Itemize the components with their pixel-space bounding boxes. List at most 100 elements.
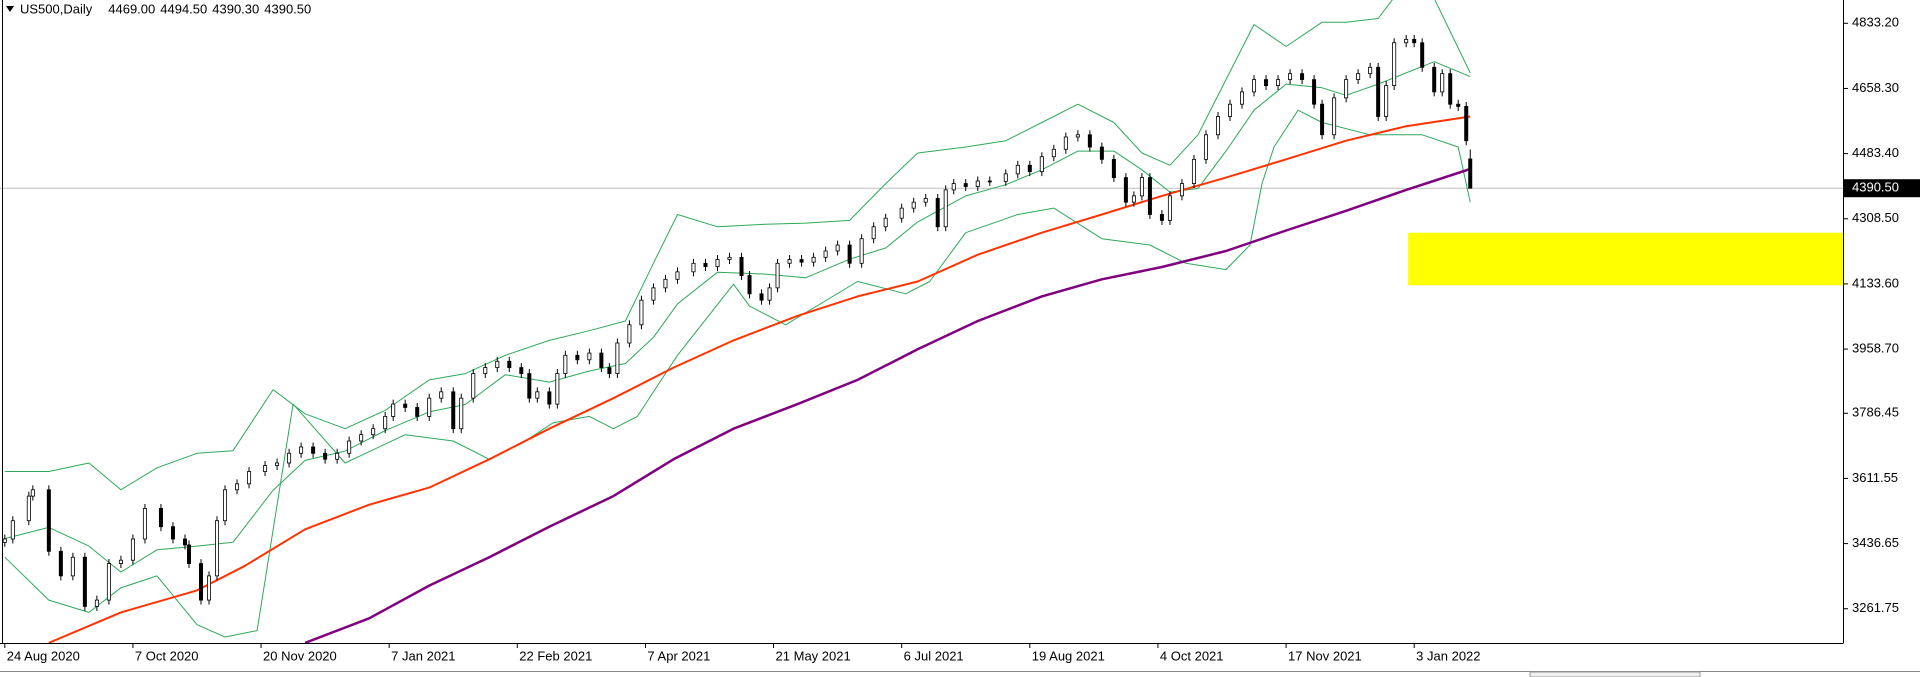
candle-body xyxy=(1384,85,1389,117)
candle-body xyxy=(1075,134,1080,138)
candle-body xyxy=(1468,158,1473,189)
candle-body xyxy=(287,452,292,464)
x-tick-label: 24 Aug 2020 xyxy=(7,648,80,663)
candle-body xyxy=(483,367,488,374)
candle-body xyxy=(323,452,328,460)
candle-body xyxy=(651,287,656,301)
candle-body xyxy=(130,538,135,561)
candle-body xyxy=(987,180,992,183)
candle-body xyxy=(847,244,852,264)
candle-body xyxy=(1252,79,1257,93)
header-value: 4390.30 xyxy=(212,1,259,16)
x-tick-label: 4 Oct 2021 xyxy=(1160,648,1224,663)
candle-body xyxy=(1015,164,1020,175)
symbol-menu-arrow[interactable] xyxy=(6,6,14,12)
candle-body xyxy=(1063,136,1068,150)
candle-body xyxy=(943,189,948,228)
last-price-box xyxy=(1844,179,1920,198)
indicator-line xyxy=(304,167,1471,643)
candle-body xyxy=(182,538,187,546)
candle-body xyxy=(371,428,376,436)
y-tick-label: 4133.60 xyxy=(1852,275,1899,290)
candle-body xyxy=(247,471,252,485)
candle-body xyxy=(1420,42,1425,68)
y-tick-label: 4658.30 xyxy=(1852,80,1899,95)
candle-body xyxy=(627,324,632,344)
candle-body xyxy=(58,550,63,577)
candle-body xyxy=(1191,158,1196,184)
candle-body xyxy=(235,483,240,491)
candle-body xyxy=(1027,164,1032,173)
candle-body xyxy=(1276,79,1281,86)
candle-body xyxy=(1111,158,1116,178)
candle-body xyxy=(691,262,696,273)
candle-body xyxy=(1404,38,1409,44)
y-tick-label: 4483.40 xyxy=(1852,145,1899,160)
candle-body xyxy=(1332,97,1337,136)
candle-body xyxy=(1312,79,1317,105)
candle-body xyxy=(607,367,612,374)
indicator-line xyxy=(4,109,1471,638)
candle-body xyxy=(587,352,592,361)
y-tick-label: 4308.50 xyxy=(1852,210,1899,225)
x-tick-label: 22 Feb 2021 xyxy=(519,648,592,663)
candle-body xyxy=(1203,134,1208,160)
y-tick-label: 3611.55 xyxy=(1852,470,1898,485)
x-tick-label: 6 Jul 2021 xyxy=(904,648,964,663)
candle-body xyxy=(1356,73,1361,81)
candle-body xyxy=(391,403,396,417)
candle-body xyxy=(1228,103,1233,117)
candle-body xyxy=(263,465,268,472)
candle-body xyxy=(495,360,500,369)
candle-body xyxy=(2,538,7,543)
candle-body xyxy=(527,373,532,399)
candle-body xyxy=(535,391,540,399)
candle-body xyxy=(1139,177,1144,197)
candle-body xyxy=(359,434,364,442)
tab[interactable] xyxy=(1529,671,1701,677)
y-tick-label: 3261.75 xyxy=(1852,600,1899,615)
candle-body xyxy=(10,520,15,540)
candle-body xyxy=(563,354,568,374)
x-tick-label: 7 Jan 2021 xyxy=(391,648,455,663)
candle-body xyxy=(799,259,804,263)
candle-body xyxy=(471,373,476,399)
candle-body xyxy=(507,360,512,369)
target-zone xyxy=(1408,232,1843,286)
candle-body xyxy=(403,403,408,408)
candle-body xyxy=(675,271,680,280)
candle-body xyxy=(70,556,75,577)
candle-body xyxy=(299,446,304,454)
candle-body xyxy=(739,256,744,276)
candle-body xyxy=(1344,79,1349,99)
candle-body xyxy=(787,259,792,264)
candle-body xyxy=(223,489,228,522)
candle-body xyxy=(823,250,828,258)
candle-body xyxy=(215,520,220,577)
y-tick-label: 3436.65 xyxy=(1852,535,1899,550)
candle-body xyxy=(1131,195,1136,203)
candle-body xyxy=(727,256,732,260)
candle-body xyxy=(575,354,580,361)
candle-body xyxy=(1003,173,1008,182)
candle-body xyxy=(1392,42,1397,86)
candle-body xyxy=(1448,73,1453,105)
candle-body xyxy=(519,367,524,374)
candle-body xyxy=(859,238,864,264)
candle-body xyxy=(835,244,840,252)
candle-body xyxy=(26,495,31,522)
x-tick-label: 7 Apr 2021 xyxy=(647,648,710,663)
candle-body xyxy=(963,183,968,187)
header-value: 4494.50 xyxy=(160,1,207,16)
indicator-line xyxy=(4,61,1471,573)
candle-body xyxy=(1159,214,1164,221)
symbol-label: US500,Daily xyxy=(20,1,93,16)
candle-body xyxy=(899,207,904,219)
indicator-line xyxy=(4,0,1471,491)
candle-body xyxy=(459,397,464,430)
candle-body xyxy=(1167,195,1172,221)
candle-body xyxy=(1432,66,1437,93)
candle-body xyxy=(170,526,175,540)
candle-body xyxy=(158,508,163,528)
